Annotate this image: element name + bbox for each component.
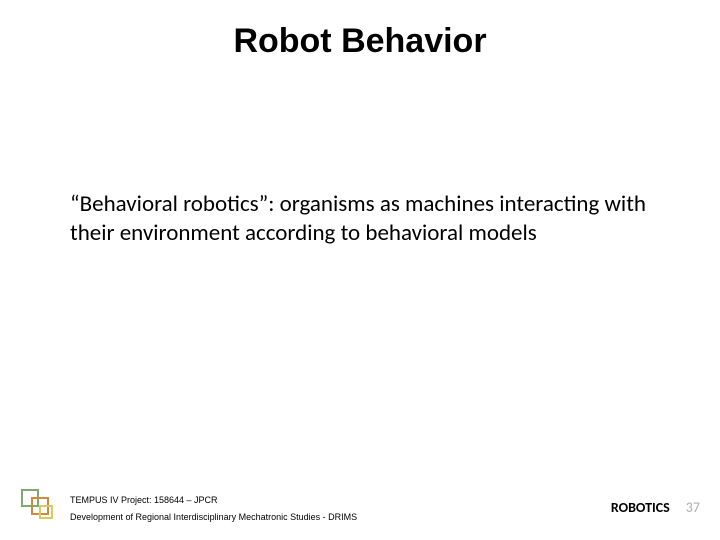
footer-line-1: TEMPUS IV Project: 158644 – JPCR: [70, 493, 357, 507]
page-number: 37: [686, 499, 700, 516]
slide-title: Robot Behavior: [0, 22, 720, 61]
footer: TEMPUS IV Project: 158644 – JPCR Develop…: [0, 480, 720, 526]
footer-text-block: TEMPUS IV Project: 158644 – JPCR Develop…: [70, 493, 357, 524]
footer-label: ROBOTICS: [611, 499, 670, 516]
body-text: “Behavioral robotics”: organisms as mach…: [70, 190, 650, 248]
logo-icon: [18, 488, 58, 524]
slide: Robot Behavior “Behavioral robotics”: or…: [0, 0, 720, 540]
footer-line-2: Development of Regional Interdisciplinar…: [70, 510, 357, 524]
footer-right: ROBOTICS 37: [611, 499, 700, 516]
